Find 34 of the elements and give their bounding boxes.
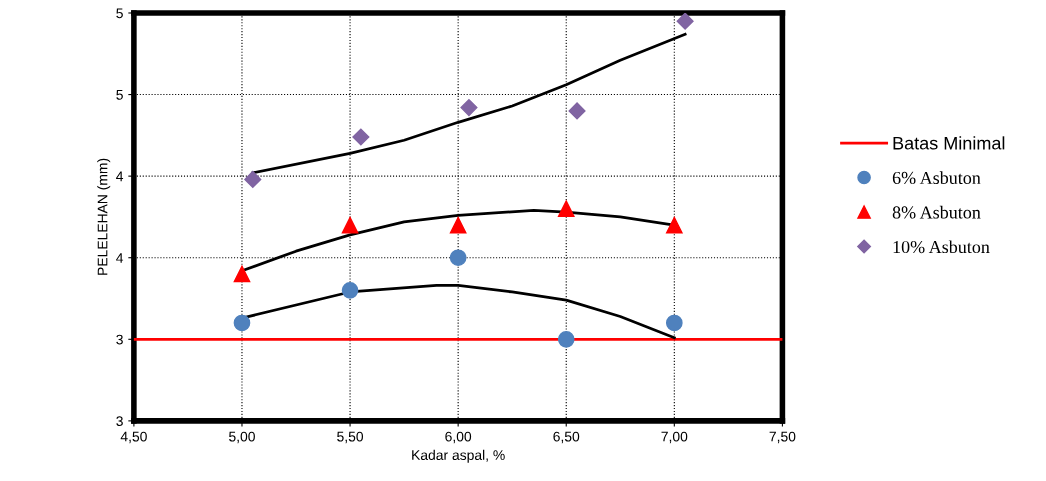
point [568, 102, 586, 120]
point [557, 200, 575, 218]
point [341, 216, 359, 234]
y-tick-label: 3 [116, 334, 123, 345]
point [449, 216, 467, 234]
legend-label: 8% Asbuton [892, 205, 981, 219]
point [244, 170, 262, 188]
legend-label: Batas Minimal [893, 136, 1005, 150]
x-tick-label: 6,00 [445, 431, 472, 444]
y-tick-label: 4 [116, 253, 124, 263]
point [341, 282, 359, 299]
legend-label: 6% Asbuton [892, 171, 981, 185]
legend-label: 10% Asbuton [893, 240, 990, 254]
point [676, 12, 694, 30]
x-tick-label: 4,50 [120, 431, 147, 444]
point [665, 216, 683, 234]
x-axis-title: Kadar aspal, % [412, 449, 505, 463]
point [233, 265, 251, 283]
point [557, 330, 575, 348]
x-tick-label: 5,50 [337, 431, 364, 444]
point [352, 128, 370, 146]
y-axis-title: PELELEHAN (mm) [97, 158, 111, 275]
point [460, 99, 478, 117]
x-tick-label: 5,00 [229, 431, 255, 444]
point [449, 249, 467, 267]
y-tick-label: 5 [116, 8, 123, 19]
x-tick-label: 6,50 [553, 431, 580, 444]
x-tick-label: 7,50 [769, 431, 796, 444]
y-tick-label: 5 [116, 90, 123, 100]
point [233, 314, 251, 332]
point [665, 314, 683, 332]
y-tick-label: 3 [116, 416, 123, 427]
y-tick-label: 4 [116, 171, 124, 182]
x-tick-label: 7,00 [661, 431, 688, 444]
